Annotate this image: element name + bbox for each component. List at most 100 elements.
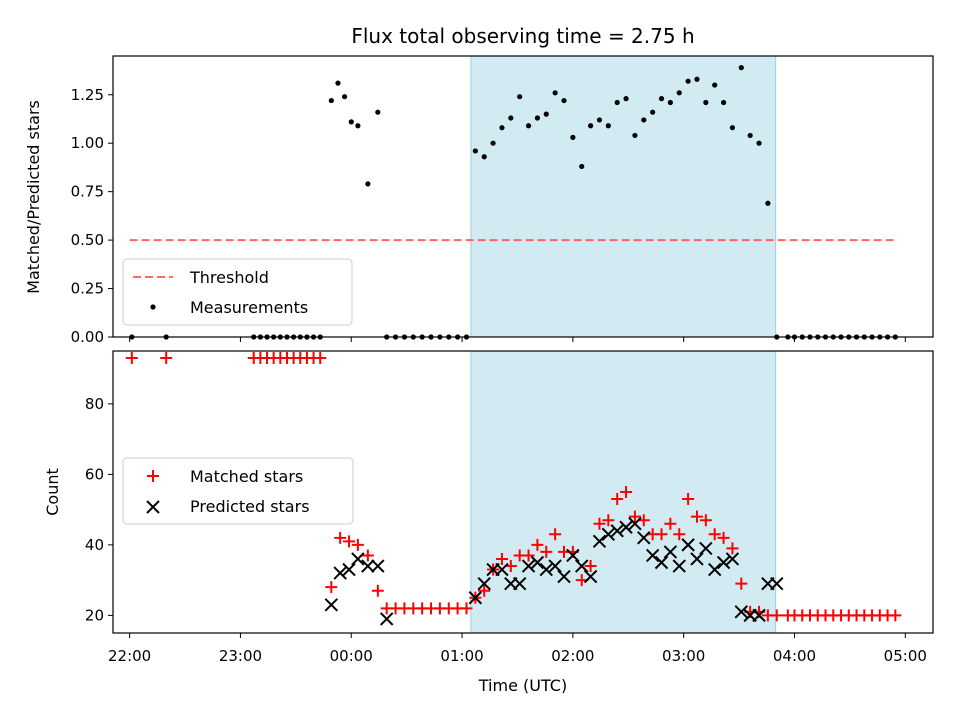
- measurement-point: [765, 200, 771, 206]
- top-y-tick-label: 1.25: [71, 86, 104, 104]
- predicted-star-point: [477, 576, 491, 591]
- x-tick-label: 00:00: [330, 647, 373, 665]
- measurement-point: [375, 109, 381, 115]
- bottom-legend-box: [122, 457, 354, 525]
- x-tick-label: 04:00: [773, 647, 816, 665]
- measurement-point: [694, 76, 700, 82]
- matched-star-point: [351, 538, 364, 551]
- top-legend: Threshold Measurements: [122, 258, 353, 326]
- predicted-star-point: [637, 531, 651, 545]
- matched-star-point: [531, 538, 544, 551]
- measurement-point: [658, 96, 665, 102]
- matched-star-point: [726, 542, 739, 555]
- bottom-x-ticks: 22:00 23:00 00:00 01:00 02:00 03:00 04:00 05:00: [108, 633, 927, 665]
- x-tick-label: 22:00: [108, 647, 151, 665]
- predicted-star-point: [512, 576, 527, 591]
- legend-predicted-swatch: [146, 500, 160, 514]
- matched-star-point: [334, 531, 347, 544]
- predicted-star-point: [592, 534, 607, 549]
- predicted-star-point: [530, 555, 545, 570]
- top-axes-frame: [112, 55, 934, 338]
- x-tick-label: 03:00: [662, 647, 705, 665]
- top-y-ticks: 0.00 0.25 0.50 0.75 1.00 1.25: [71, 86, 113, 346]
- measurement-point: [685, 78, 691, 84]
- matched-star-point: [602, 514, 615, 527]
- matched-star-point: [735, 577, 748, 590]
- matched-star-point: [690, 510, 703, 523]
- matched-star-point: [522, 549, 535, 562]
- measurement-point: [543, 111, 549, 117]
- predicted-star-point: [557, 569, 571, 584]
- top-y-tick-label: 0.50: [71, 231, 104, 249]
- measurement-point: [335, 80, 341, 86]
- measurement-point: [355, 123, 361, 129]
- count-panel: 20 40 60 80 22:00 23:00 00:00 01:00 02:00 03:00 0…: [43, 350, 934, 695]
- bottom-y-axis-label: Count: [43, 468, 62, 516]
- matched-star-point: [160, 352, 173, 365]
- predicted-star-point: [681, 538, 695, 552]
- predicted-star-point: [770, 576, 784, 591]
- matched-star-point: [495, 552, 508, 565]
- predicted-star-point: [361, 559, 375, 573]
- x-tick-label: 23:00: [219, 647, 262, 665]
- x-tick-label: 05:00: [884, 647, 927, 665]
- bottom-legend: Matched stars Predicted stars: [122, 457, 354, 525]
- measurement-point: [605, 123, 611, 129]
- predicted-star-point: [583, 569, 598, 584]
- top-y-tick-label: 0.00: [71, 328, 104, 346]
- bottom-y-tick-label: 80: [85, 395, 104, 413]
- predicted-star-point: [752, 608, 766, 623]
- top-y-tick-label: 0.25: [71, 280, 104, 298]
- matched-star-point: [673, 528, 686, 541]
- matched-star-point: [460, 602, 473, 615]
- matched-star-point: [343, 535, 356, 548]
- legend-measurements-swatch: [150, 304, 156, 310]
- measurement-point: [587, 123, 594, 129]
- measurement-point: [720, 99, 727, 106]
- x-tick-label: 02:00: [551, 647, 594, 665]
- top-y-axis-label: Matched/Predicted stars: [24, 100, 43, 294]
- top-y-tick-label: 1.00: [71, 134, 104, 152]
- predicted-star-point: [672, 559, 686, 573]
- matched-star-point: [549, 528, 562, 541]
- x-tick-label: 01:00: [440, 647, 483, 665]
- matched-star-point: [770, 609, 783, 622]
- predicted-star-markers: [324, 517, 784, 626]
- matched-star-point: [611, 493, 624, 506]
- measurement-point: [641, 117, 647, 123]
- measurement-point: [729, 125, 736, 131]
- predicted-star-point: [707, 562, 722, 577]
- matched-star-point: [325, 581, 338, 594]
- matched-star-point: [717, 531, 730, 544]
- measurement-point: [525, 123, 532, 129]
- bottom-y-tick-label: 60: [85, 465, 104, 483]
- matched-star-point: [699, 514, 712, 527]
- matched-star-point: [584, 560, 597, 573]
- legend-threshold-label: Threshold: [189, 268, 269, 287]
- measurement-point: [747, 132, 753, 139]
- predicted-star-point: [539, 562, 553, 577]
- predicted-star-point: [324, 598, 339, 612]
- matched-star-point: [628, 510, 641, 523]
- measurement-point: [561, 97, 567, 104]
- measurement-point: [632, 132, 638, 139]
- matched-star-point: [540, 545, 553, 558]
- matched-star-point: [682, 493, 695, 506]
- top-observing-window-shade: [470, 55, 777, 338]
- measurement-point: [756, 140, 762, 146]
- measurement-point: [712, 82, 718, 88]
- top-legend-box: [122, 258, 353, 326]
- measurement-point: [552, 90, 558, 96]
- predicted-star-point: [690, 552, 704, 566]
- measurement-point: [623, 96, 629, 102]
- predicted-star-point: [566, 548, 580, 563]
- predicted-star-point: [601, 527, 616, 542]
- predicted-star-point: [699, 541, 713, 556]
- matched-star-point: [361, 549, 374, 562]
- predicted-star-point: [663, 545, 678, 559]
- predicted-star-point: [468, 591, 483, 605]
- measurement-point: [508, 115, 514, 121]
- predicted-star-point: [342, 562, 356, 577]
- predicted-star-point: [575, 559, 589, 573]
- matched-star-point: [620, 486, 633, 498]
